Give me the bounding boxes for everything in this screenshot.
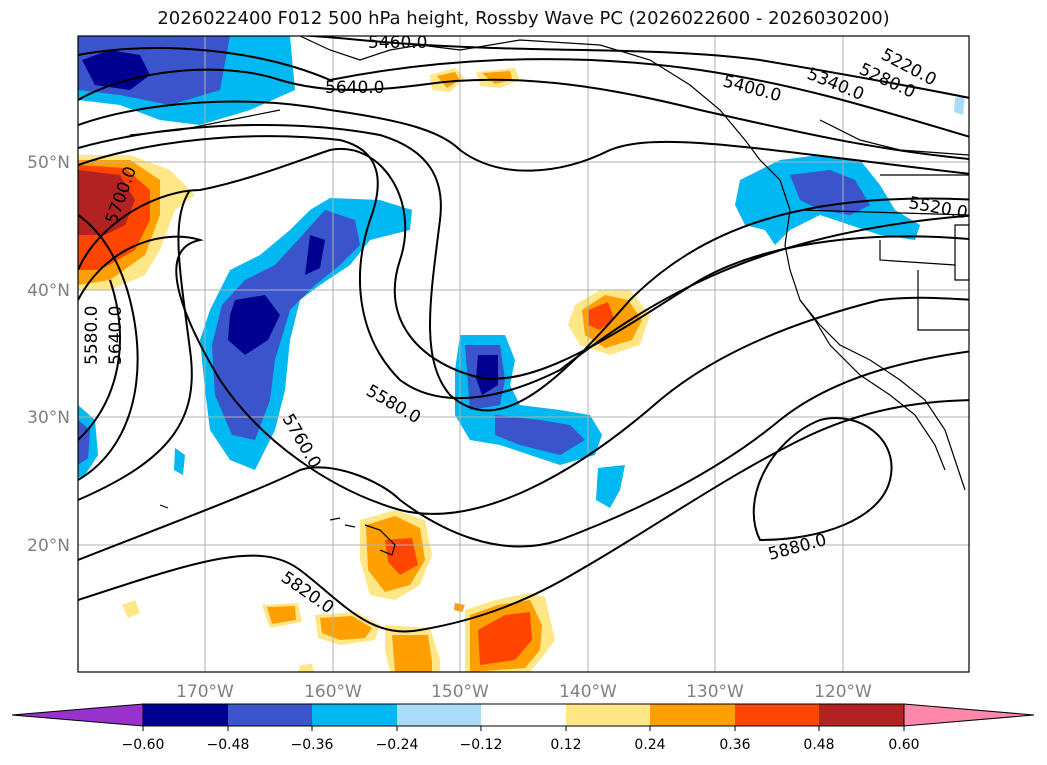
colorbar-swatch [228,704,312,726]
longitude-tick-labels: 170°W 160°W 150°W 140°W 130°W 120°W [176,682,872,702]
contour-label: 5580.0 [82,306,102,365]
colorbar-tick: 0.60 [888,737,919,753]
contour-label: 5640.0 [106,306,126,365]
lon-tick: 150°W [431,682,489,702]
lat-tick: 50°N [27,153,70,173]
contour-label: 5880.0 [766,530,829,565]
colorbar-swatch [650,704,735,726]
lon-tick: 160°W [304,682,362,702]
colorbar-swatch [819,704,904,726]
height-contours [78,36,969,633]
lon-tick: 140°W [559,682,617,702]
colorbar-tick: 0.48 [803,737,834,753]
lon-tick: 130°W [686,682,744,702]
colorbar-swatch [735,704,819,726]
colorbar-swatch [481,704,566,726]
colorbar: −0.60 −0.48 −0.36 −0.24 −0.12 0.12 0.24 … [11,703,1035,753]
colorbar-tick: −0.60 [122,737,165,753]
colorbar-tick: −0.48 [207,737,250,753]
contour-label: 5460.0 [368,33,427,53]
lat-tick: 30°N [27,408,70,428]
lon-tick: 120°W [814,682,872,702]
colorbar-tick: 0.24 [634,737,665,753]
lon-tick: 170°W [176,682,234,702]
colorbar-swatch [312,704,397,726]
colorbar-swatch [566,704,650,726]
lat-tick: 20°N [27,536,70,556]
contour-label: 5400.0 [721,72,784,107]
contour-label: 5640.0 [325,78,384,98]
rossby-wave-pc-shading [78,36,965,672]
colorbar-swatch [143,704,228,726]
colorbar-tick: −0.24 [376,737,419,753]
latitude-tick-labels: 50°N 40°N 30°N 20°N [27,153,70,556]
colorbar-tick: −0.12 [460,737,503,753]
map-frame [77,35,970,673]
colorbar-extend-max [903,703,1035,727]
coastlines [129,36,969,556]
colorbar-extend-min [11,703,144,727]
colorbar-tick: 0.12 [550,737,581,753]
colorbar-tick: 0.36 [719,737,750,753]
colorbar-swatch [397,704,481,726]
map-title: 2026022400 F012 500 hPa height, Rossby W… [157,8,890,29]
lat-tick: 40°N [27,281,70,301]
colorbar-tick: −0.36 [291,737,334,753]
